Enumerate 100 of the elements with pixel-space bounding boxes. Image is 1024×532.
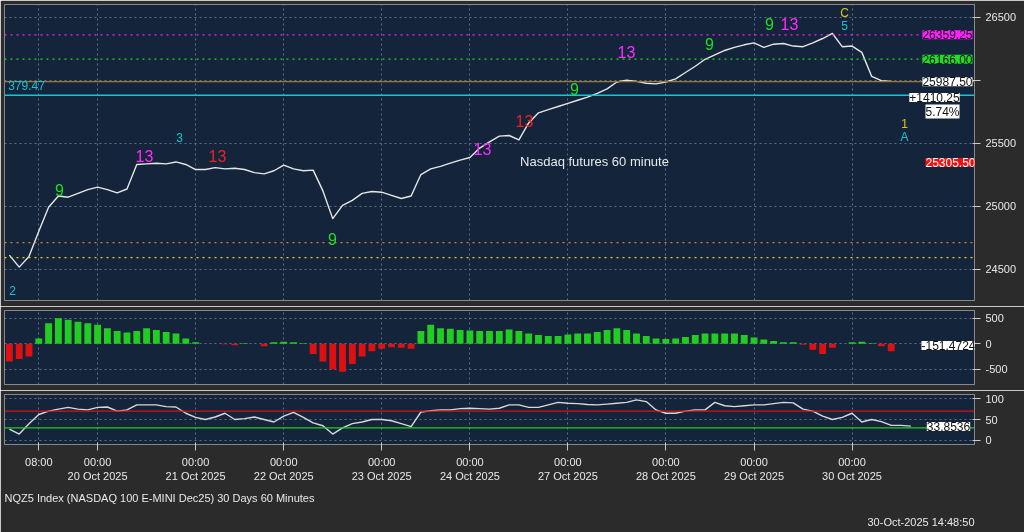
y-tick-label: 26500 (985, 11, 1017, 24)
bar (84, 323, 92, 344)
bar (5, 343, 13, 362)
x-tick-label: 00:00 21 Oct 2025 (165, 455, 226, 482)
text: 30-Oct-2025 14:48:50 (867, 515, 975, 528)
bar (348, 343, 356, 365)
x-tick-label: 00:00 30 Oct 2025 (822, 455, 882, 482)
x-tick-label: 00:00 22 Oct 2025 (253, 455, 314, 482)
bar (711, 333, 719, 344)
bar (45, 323, 53, 344)
y-tick-label: 25000 (985, 200, 1017, 213)
bar (15, 343, 23, 359)
bar (760, 339, 768, 344)
bar (113, 330, 121, 344)
bar (682, 337, 689, 344)
y-tick-label: -500 (985, 363, 1008, 376)
bar (133, 330, 141, 344)
bar (731, 333, 738, 344)
bar (427, 324, 435, 344)
bar (721, 333, 729, 344)
y-tick-label: 500 (985, 312, 1004, 325)
y-tick-label: 50 (985, 413, 998, 426)
bar (397, 343, 405, 348)
bar (476, 330, 484, 344)
bar (819, 343, 827, 354)
bar (770, 341, 778, 344)
annotation: Nasdaq futures 60 minute (520, 154, 669, 169)
annotation: +1410.25 (909, 91, 961, 105)
bar (603, 329, 611, 344)
bar (554, 336, 562, 344)
bar (887, 343, 895, 352)
bar (495, 330, 503, 344)
x-tick-label: 08:00 (25, 455, 53, 468)
bar (662, 339, 670, 344)
annotation: 9 (328, 230, 338, 248)
bar (407, 343, 415, 349)
y-tick-label: 0 (985, 434, 992, 447)
bar (280, 341, 288, 344)
annotation: C (840, 5, 850, 20)
annotation: 13 (135, 147, 154, 165)
bar (358, 343, 366, 357)
bar (691, 335, 699, 344)
annotation: 33.8536 (926, 420, 971, 434)
bar (486, 330, 493, 344)
bar (633, 333, 640, 344)
bar (623, 329, 631, 344)
x-tick-label: 00:00 24 Oct 2025 (439, 455, 500, 482)
x-tick-label: 00:00 27 Oct 2025 (537, 455, 598, 482)
bar (584, 333, 591, 344)
bar (123, 332, 131, 344)
annotation: 9 (705, 35, 715, 53)
x-tick-label: 00:00 29 Oct 2025 (724, 455, 785, 482)
bar (54, 318, 62, 344)
annotation: 9 (570, 80, 580, 98)
annotation: -151.4724 (921, 339, 976, 353)
annotation: 379.47 (8, 79, 46, 93)
bar (368, 343, 376, 352)
bar (182, 338, 190, 344)
line-series (8, 32, 892, 268)
ref-line-label: 26359.25 (922, 28, 973, 43)
annotation: 13 (208, 147, 227, 165)
bar (564, 334, 572, 344)
annotation: 9 (765, 15, 775, 33)
bar (143, 328, 150, 344)
annotation: 2 (9, 284, 17, 298)
bar (152, 329, 160, 344)
bar (172, 333, 180, 344)
bar (466, 330, 474, 344)
bar (740, 335, 748, 344)
text: NQZ5 Index (NASDAQ 100 E-MINI Dec25) 30 Days 60 Minutes (4, 491, 315, 504)
bar (613, 328, 621, 344)
bar (515, 330, 523, 344)
annotation: A (900, 129, 909, 144)
line-series (8, 399, 912, 435)
y-tick-label: 0 (985, 337, 992, 350)
annotation: 3 (176, 131, 184, 145)
bar (574, 333, 582, 344)
bar (437, 328, 444, 344)
bar (64, 319, 72, 344)
annotation: 5.74% (925, 104, 960, 119)
annotation: 13 (780, 15, 799, 33)
bar (642, 336, 650, 344)
bar (505, 329, 513, 344)
bar (417, 330, 425, 344)
ref-line-label: 26166.00 (922, 52, 973, 67)
bar (103, 328, 111, 344)
ref-line-label: 25987.50 (922, 75, 973, 90)
annotation: 25305.50 (925, 156, 976, 170)
x-tick-label: 00:00 20 Oct 2025 (67, 455, 128, 482)
annotation: 9 (55, 181, 65, 199)
bar (672, 338, 680, 344)
bar (378, 343, 386, 349)
bar (544, 336, 552, 344)
bar (829, 343, 836, 348)
y-tick-label: 100 (985, 392, 1004, 405)
annotation: 13 (515, 112, 534, 130)
bar (329, 343, 337, 370)
annotation: 1 (901, 117, 909, 131)
x-tick-label: 00:00 23 Oct 2025 (351, 455, 412, 482)
bar (339, 343, 346, 372)
